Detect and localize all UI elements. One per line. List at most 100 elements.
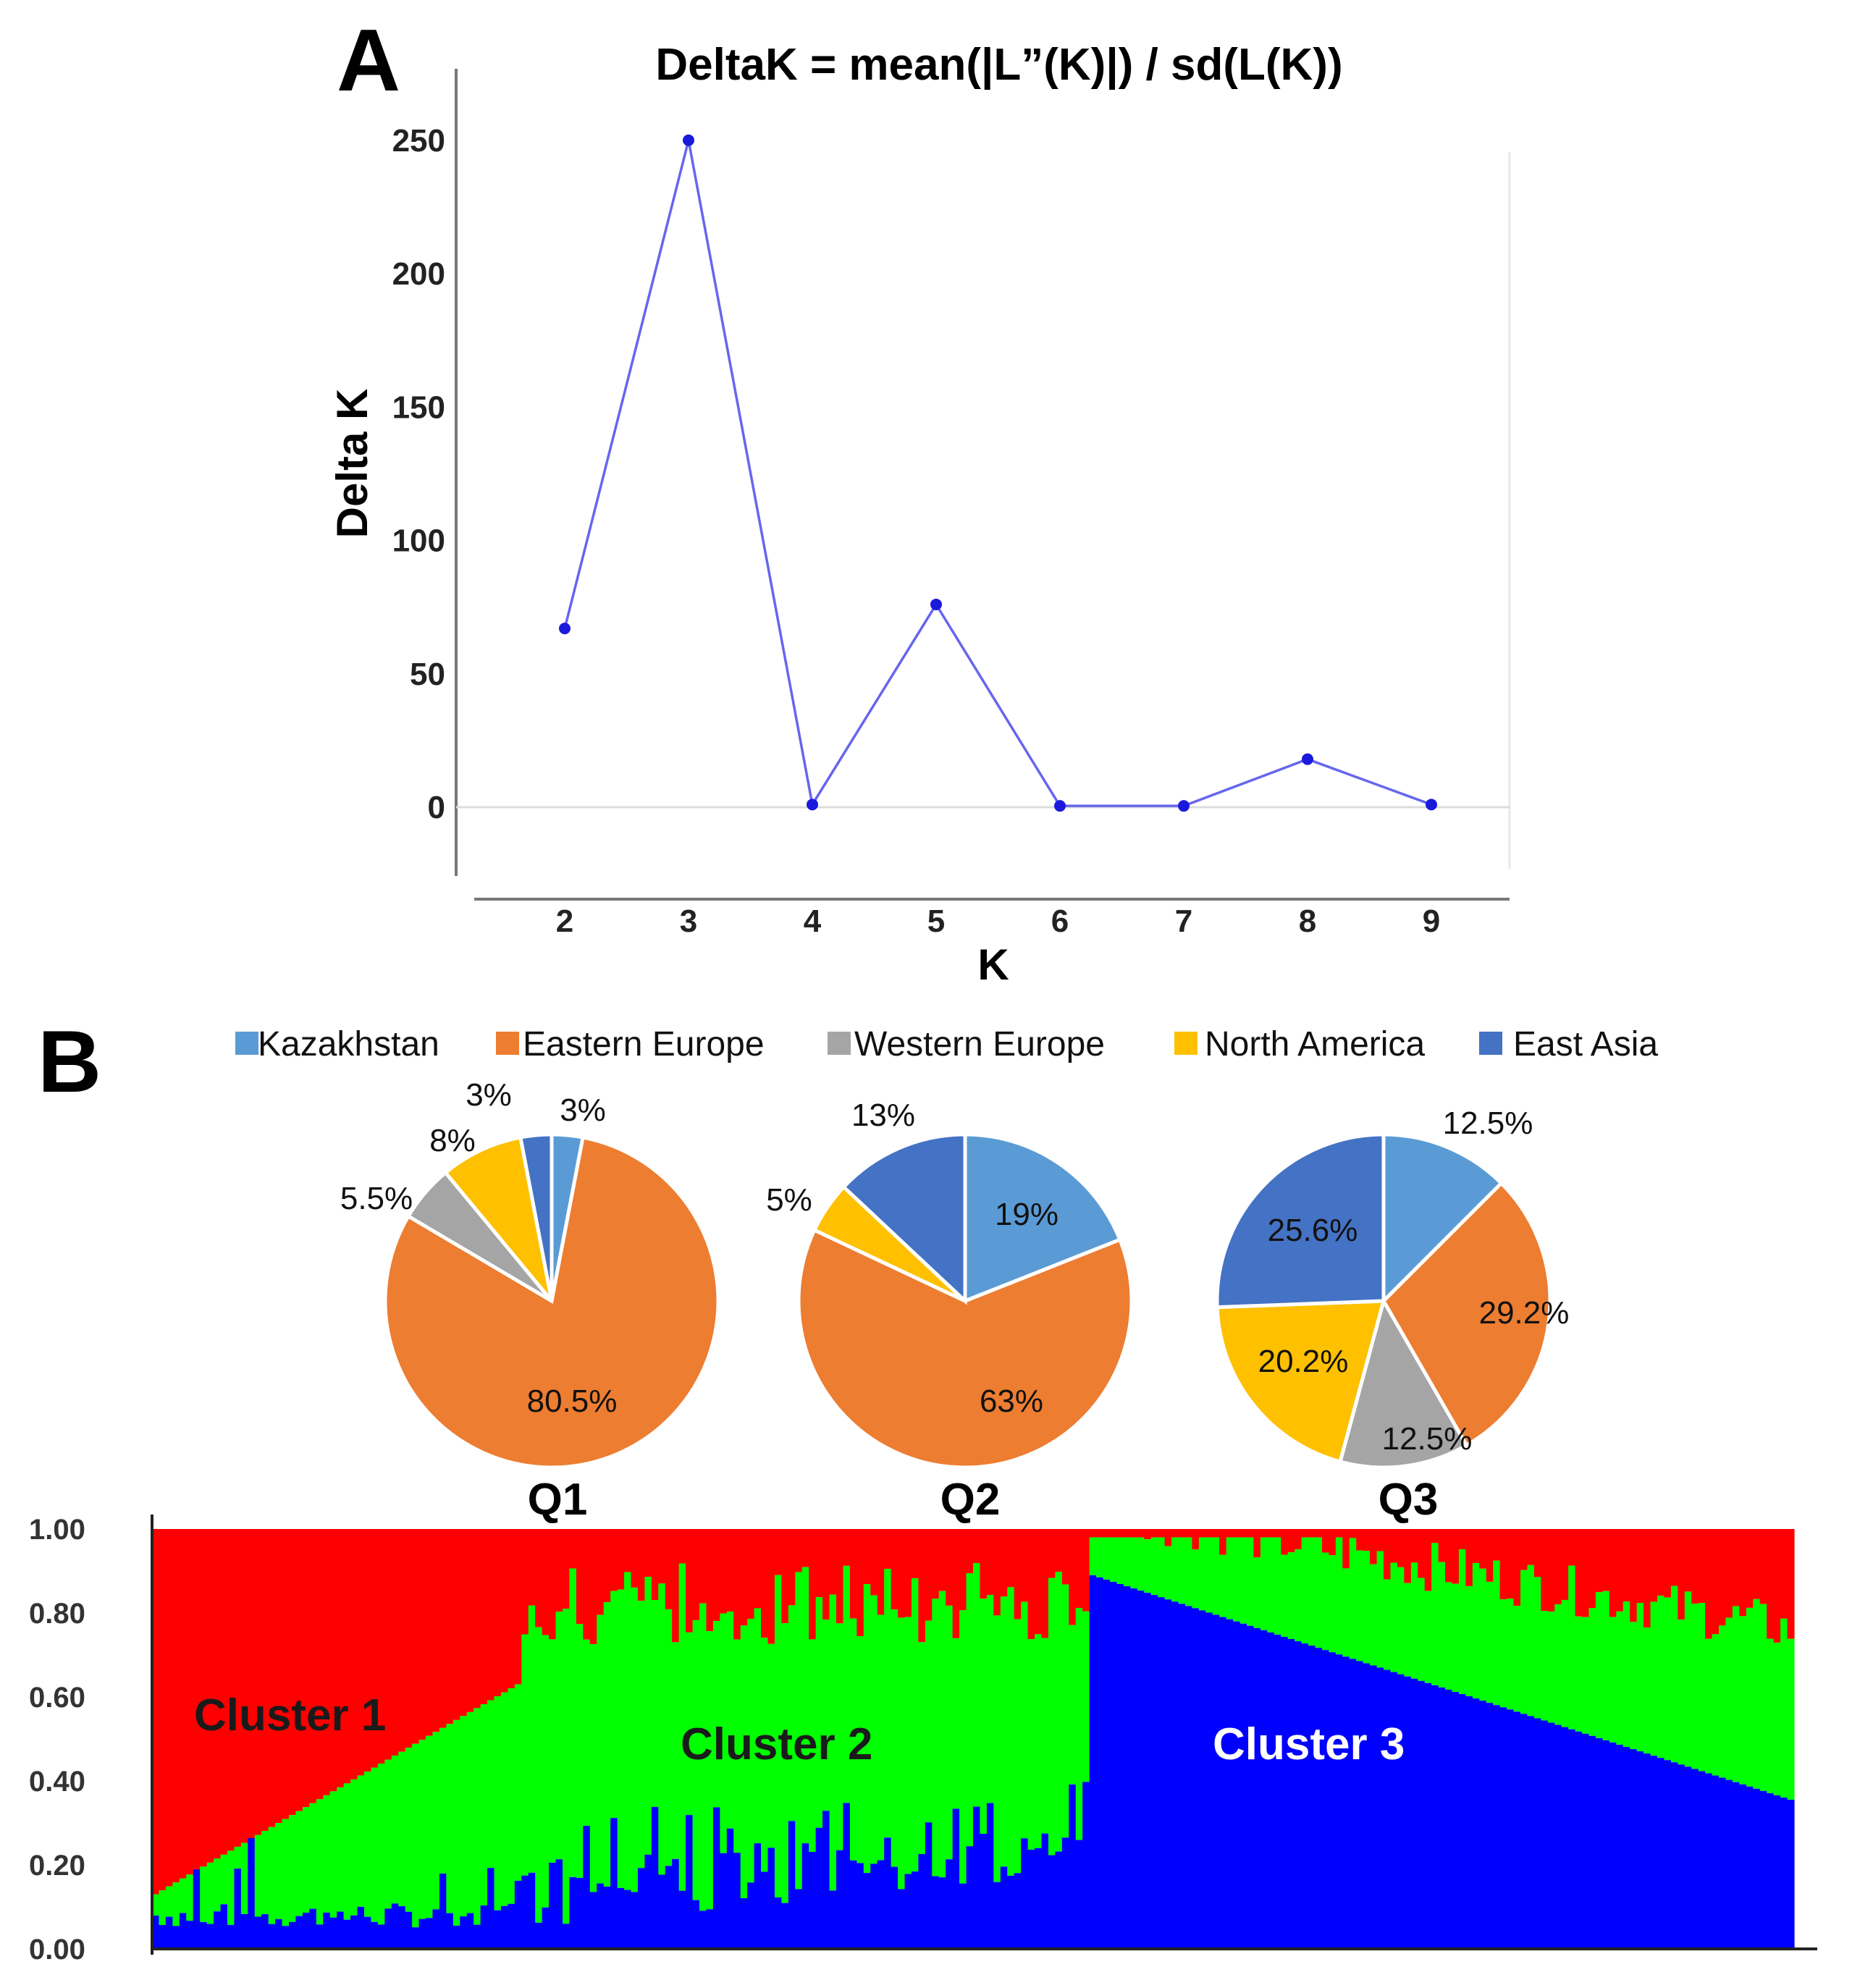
bar-segment-red [1759,1529,1767,1604]
bar-segment-red [1670,1529,1678,1586]
bar-segment-blue [1746,1786,1754,1949]
bar-segment-red [248,1529,256,1839]
bar-segment-red [487,1529,495,1701]
bar-segment-red [672,1529,680,1643]
bar-segment-blue [1424,1682,1432,1949]
bar-segment-green [583,1639,591,1826]
bar-segment-blue [1055,1851,1063,1949]
bar-segment-red [651,1529,659,1601]
bar-segment-red [268,1529,276,1827]
bar-segment-blue [1390,1672,1398,1949]
bar-segment-green [706,1631,714,1910]
bar-segment-red [412,1529,420,1744]
pie-slice-east-asia [841,1132,967,1305]
bar-segment-green [1390,1562,1398,1672]
bar-segment-green [980,1599,988,1835]
bar-segment-red [1116,1529,1124,1538]
bar-segment-green [1554,1604,1562,1725]
bar-segment-blue [767,1848,775,1949]
bar-segment-green [898,1617,906,1890]
bar-segment-blue [1158,1597,1166,1949]
bar-segment-red [295,1529,303,1811]
bar-segment-red [1384,1529,1392,1580]
legend-swatch-eastern-europe [496,1032,519,1055]
bar-segment-green [1158,1537,1166,1598]
bar-segment-red [1349,1529,1357,1538]
bar-segment-red [152,1529,160,1895]
bar-segment-blue [610,1818,618,1949]
bar-segment-red [1397,1529,1405,1567]
bar-segment-blue [384,1908,392,1949]
bar-segment-red [1787,1529,1795,1639]
plot-area [455,69,1511,901]
bar-segment-red [371,1529,379,1768]
bar-segment-green [1431,1543,1439,1685]
bar-segment-red [1061,1529,1069,1585]
bar-segment-blue [1219,1617,1227,1949]
bar-segment-blue [597,1883,605,1949]
bar-segment-red [1513,1529,1521,1606]
bar-segment-blue [206,1924,214,1949]
bar-segment-blue [563,1924,571,1949]
bar-segment-red [1424,1529,1432,1591]
bar-segment-blue [1069,1784,1077,1949]
bar-segment-green [1438,1562,1446,1688]
bar-segment-blue [1130,1588,1138,1949]
bar-segment-green [843,1565,851,1803]
bar-segment-red [418,1529,426,1740]
bar-segment-green [966,1572,974,1847]
bar-segment-green [1479,1568,1487,1701]
bar-segment-green [576,1624,584,1878]
bar-segment-green [1575,1616,1583,1732]
bar-segment-red [624,1529,632,1572]
structure-barplot: 0.00 0.20 0.40 0.60 0.80 1.00 Cluster 1 … [29,1514,1817,1966]
bar-segment-red [1602,1529,1610,1591]
bar-segment-red [870,1529,878,1596]
bar-segment-red [1096,1529,1104,1538]
bar-segment-green [938,1591,946,1878]
bar-segment-green [371,1767,379,1922]
bar-segment-green [1123,1537,1131,1586]
structure-y-ticks: 0.00 0.20 0.40 0.60 0.80 1.00 [29,1514,85,1966]
bar-segment-green [514,1684,522,1881]
bar-segment-blue [891,1866,898,1949]
bar-segment-red [911,1529,919,1578]
bar-segment-red [597,1529,605,1615]
bar-segment-blue [1370,1665,1378,1949]
bar-segment-green [986,1595,994,1803]
pie-slice-label: 19% [995,1197,1058,1232]
bar-segment-blue [884,1837,892,1949]
bar-segment-blue [959,1883,967,1949]
bar-segment-green [1144,1539,1152,1593]
bar-segment-green [849,1618,857,1861]
bar-segment-green [309,1803,317,1909]
bar-segment-blue [193,1869,201,1949]
bar-segment-red [1678,1529,1685,1620]
bar-segment-blue [651,1806,659,1949]
bar-segment-blue [1568,1729,1576,1949]
bar-segment-green [1315,1537,1323,1648]
bar-segment-blue [1602,1740,1610,1949]
bar-segment-green [234,1846,242,1869]
bar-segment-green [528,1605,536,1873]
bar-segment-blue [856,1863,864,1949]
bar-segment-red [1705,1529,1713,1639]
bar-segment-blue [227,1924,235,1949]
bar-segment-blue [1335,1654,1343,1949]
bar-segment-green [1267,1537,1275,1633]
bar-segment-blue [836,1850,844,1949]
bar-segment-red [1274,1529,1281,1538]
bar-segment-red [946,1529,954,1606]
bar-segment-blue [432,1909,440,1949]
bar-segment-blue [1431,1685,1439,1949]
bar-segment-blue [1753,1788,1761,1949]
bar-segment-red [528,1529,536,1606]
bar-segment-green [487,1700,495,1869]
bar-segment-green [1370,1564,1378,1666]
bar-segment-green [206,1862,214,1924]
bar-segment-green [1678,1620,1685,1765]
bar-segment-red [1732,1529,1740,1606]
bar-segment-blue [1438,1687,1446,1949]
bar-segment-green [152,1894,160,1916]
bar-segment-blue [1493,1705,1501,1949]
